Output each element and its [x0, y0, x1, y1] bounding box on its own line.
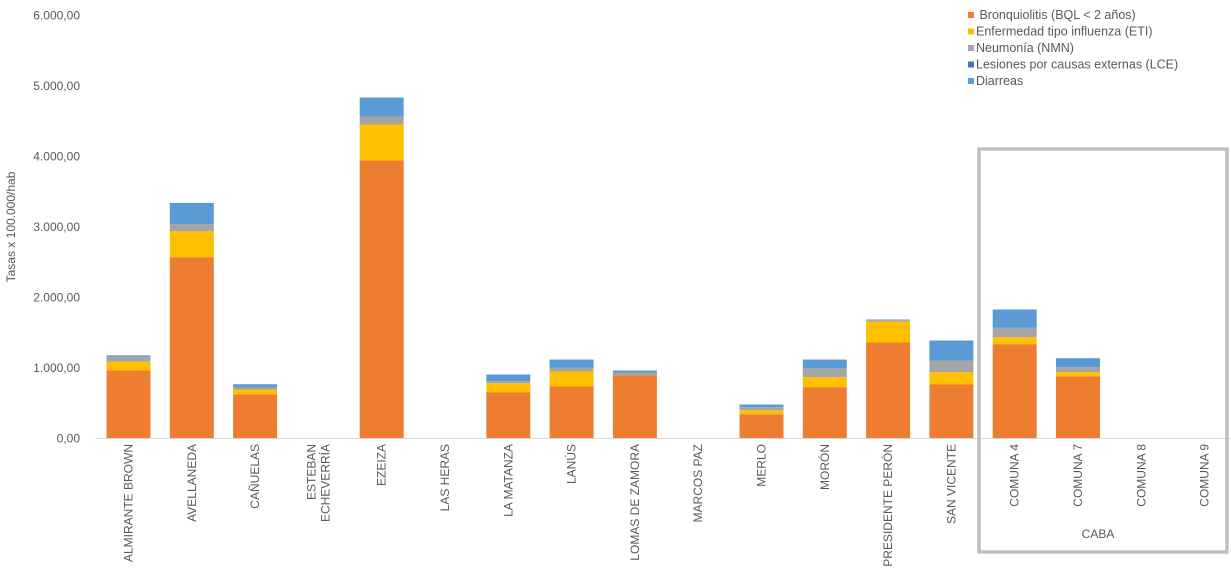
bar-segment [169, 202, 214, 225]
bar-segment [486, 392, 531, 439]
bar-segment [549, 371, 594, 387]
x-axis-labels: ALMIRANTE BROWN AVELLANEDA CAÑUELAS ESTEBAN… [122, 444, 1212, 567]
bar-segment [169, 231, 214, 258]
x-tick-label: MARCOS PAZ [691, 444, 705, 522]
bar-segment [359, 116, 404, 125]
y-tick-label: 6.000,00 [33, 9, 80, 23]
x-tick-label: LOMAS DE ZAMORA [628, 444, 642, 561]
bar-segment [739, 407, 784, 411]
bar-segment [866, 342, 911, 439]
bar-segment [992, 309, 1037, 328]
legend-entry: Enfermedad tipo influenza (ETI) [976, 25, 1152, 39]
bar-segment [929, 360, 974, 373]
bar-segment [866, 319, 911, 321]
x-tick-label: ALMIRANTE BROWN [122, 444, 136, 562]
bar-segment [929, 340, 974, 361]
bar-segment [359, 160, 404, 439]
bar-segment [802, 359, 847, 369]
y-tick-label: 5.000,00 [33, 79, 80, 93]
bar-segment [802, 368, 847, 378]
bar-segment [1056, 372, 1100, 377]
y-tick-label: 4.000,00 [33, 150, 80, 164]
bar-segment [549, 386, 594, 439]
bar-segment [549, 367, 594, 372]
x-tick-label: LA MATANZA [501, 444, 515, 517]
bar-segment [106, 355, 151, 357]
bar-segment [169, 257, 214, 439]
bar-segment [1056, 367, 1100, 373]
bar-segment [106, 356, 151, 362]
bar-segment [612, 370, 657, 373]
bar-segment [866, 320, 911, 322]
bar-segment [992, 344, 1037, 439]
bar-segment [359, 124, 404, 161]
x-tick-label: COMUNA 4 [1008, 444, 1022, 507]
bar-segment [486, 381, 531, 384]
bar-segment [359, 97, 404, 117]
x-tick-label: COMUNA 9 [1198, 444, 1212, 507]
bar-segment [1056, 358, 1100, 368]
bar-segment [992, 337, 1037, 345]
legend-swatch [968, 12, 974, 18]
bar-segment [739, 414, 784, 439]
legend-swatch [968, 78, 974, 84]
x-tick-label: EZEIZA [375, 444, 389, 486]
x-tick-label: CAÑUELAS [248, 444, 262, 509]
y-tick-label: 1.000,00 [33, 361, 80, 375]
y-tick-label: 3.000,00 [33, 220, 80, 234]
bar-segment [106, 370, 151, 439]
y-tick-label: 0,00 [57, 432, 81, 446]
bar-segment [233, 384, 278, 388]
caba-group-box [977, 147, 1229, 554]
x-tick-label: LAS HERAS [438, 444, 452, 511]
caba-group-label: CABA [1082, 527, 1115, 541]
x-tick-label: COMUNA 7 [1071, 444, 1085, 507]
bar-segment [612, 372, 657, 376]
x-tick-label: SAN VICENTE [944, 444, 958, 524]
x-tick-label: AVELLANEDA [185, 444, 199, 522]
y-axis-label: Tasas x 100.000/hab [4, 171, 18, 282]
x-tick-label: COMUNA 8 [1134, 444, 1148, 507]
bar-segment [739, 404, 784, 408]
bar-segment [233, 394, 278, 439]
bars [106, 97, 1100, 439]
bar-segment [486, 374, 531, 382]
legend-swatch [968, 45, 974, 51]
bar-segment [233, 387, 278, 390]
bar-segment [612, 375, 657, 439]
x-tick-label: LANÚS [564, 444, 579, 484]
bar-segment [802, 377, 847, 388]
bar-segment [233, 389, 278, 395]
y-axis-ticks: 0,00 1.000,00 2.000,00 3.000,00 4.000,00 5.00… [33, 9, 80, 446]
x-tick-label: ESTEBANECHEVERRÍA [304, 444, 332, 522]
x-tick-label: MORÓN [817, 444, 832, 490]
bar-segment [992, 327, 1037, 338]
legend-entry: Lesiones por causas externas (LCE) [976, 58, 1178, 72]
legend-entry: Diarreas [976, 74, 1023, 88]
legend-entry: Bronquiolitis (BQL < 2 años) [976, 8, 1136, 22]
legend-entry: Neumonía (NMN) [976, 41, 1074, 55]
bar-segment [802, 387, 847, 439]
bar-segment [866, 321, 911, 343]
legend-swatch [968, 61, 974, 68]
bar-segment [929, 372, 974, 385]
x-tick-label: MERLO [755, 444, 769, 487]
legend-swatch [968, 28, 974, 35]
bar-segment [169, 224, 214, 232]
bar-segment [1056, 376, 1100, 439]
bar-segment [486, 383, 531, 393]
x-tick-label: PRESIDENTE PERÓN [880, 444, 895, 567]
legend: Bronquiolitis (BQL < 2 años) Enfermedad t… [968, 8, 1178, 88]
y-tick-label: 2.000,00 [33, 291, 80, 305]
bar-segment [929, 384, 974, 439]
bar-segment [739, 410, 784, 415]
bar-segment [106, 361, 151, 371]
bar-segment [549, 359, 594, 368]
